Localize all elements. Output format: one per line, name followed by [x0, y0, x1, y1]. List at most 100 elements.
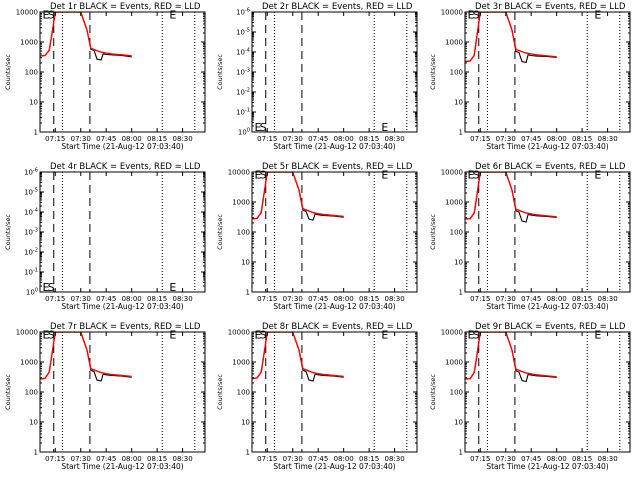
annotation-label: S	[48, 281, 55, 294]
y-tick-label: 100	[25, 69, 38, 77]
x-tick-label: 07:15	[470, 455, 490, 463]
plot-frame	[464, 331, 631, 453]
x-tick-label: 07:15	[45, 455, 65, 463]
x-tick-label: 08:15	[359, 295, 379, 303]
y-tick-label: 100	[26, 288, 38, 297]
series-group	[465, 172, 557, 223]
plot-frame	[464, 11, 631, 133]
y-tick-label: 1000	[445, 359, 463, 367]
annotation-label: E	[468, 328, 475, 341]
x-tick-label: 07:30	[496, 295, 516, 303]
x-tick-label: 07:30	[283, 135, 303, 143]
y-tick-label: 10-3	[24, 228, 38, 237]
x-tick-label: 08:15	[572, 295, 592, 303]
x-axis-label: Start Time (21-Aug-12 07:03:40)	[486, 462, 608, 471]
x-tick-label: 08:30	[172, 455, 192, 463]
lld-series-line	[252, 172, 344, 220]
annotation-label: E	[594, 168, 601, 181]
y-tick-label: 10-5	[24, 188, 38, 197]
y-tick-label: 10-6	[236, 8, 250, 17]
annotation-label: E	[594, 8, 601, 21]
series-group	[465, 332, 557, 383]
y-tick-label: 100	[450, 69, 463, 77]
panel-title: Det 4r BLACK = Events, RED = LLD	[50, 162, 201, 172]
plot-frame	[251, 331, 418, 453]
x-tick-label: 07:45	[96, 135, 116, 143]
y-tick-label: 1	[246, 289, 250, 297]
y-tick-label: 10-1	[236, 108, 250, 117]
annotation-label: E	[468, 168, 475, 181]
annotation-label: S	[48, 8, 55, 21]
x-tick-label: 07:30	[71, 455, 91, 463]
series-group	[252, 172, 344, 221]
annotation-label: E	[255, 121, 262, 134]
annotation-label: S	[260, 121, 267, 134]
annotation-label: E	[381, 328, 388, 341]
y-tick-label: 1	[459, 289, 463, 297]
x-tick-label: 07:30	[283, 455, 303, 463]
x-tick-label: 07:45	[96, 295, 116, 303]
y-tick-label: 100	[237, 389, 250, 397]
y-tick-label: 10	[241, 259, 250, 267]
x-tick-label: 07:30	[283, 295, 303, 303]
annotation-label: E	[381, 121, 388, 134]
x-tick-label: 08:15	[359, 455, 379, 463]
x-axis-label: Start Time (21-Aug-12 07:03:40)	[273, 302, 395, 311]
x-tick-label: 07:45	[521, 455, 541, 463]
x-tick-label: 07:15	[257, 295, 277, 303]
panel-title: Det 6r BLACK = Events, RED = LLD	[475, 162, 626, 172]
y-tick-label: 100	[450, 389, 463, 397]
annotation-label: E	[381, 168, 388, 181]
x-tick-label: 07:45	[308, 455, 328, 463]
y-axis-label: Counts/sec	[429, 54, 437, 90]
x-tick-label: 07:15	[470, 295, 490, 303]
x-tick-label: 08:30	[384, 135, 404, 143]
annotation-label: S	[473, 328, 480, 341]
y-tick-label: 10-1	[24, 268, 38, 277]
x-tick-label: 08:30	[172, 295, 192, 303]
annotation-label: E	[43, 8, 50, 21]
x-axis-label: Start Time (21-Aug-12 07:03:40)	[273, 462, 395, 471]
annotation-label: S	[260, 328, 267, 341]
x-tick-label: 07:45	[308, 295, 328, 303]
x-tick-label: 08:15	[359, 135, 379, 143]
annotation-label: S	[473, 168, 480, 181]
y-tick-label: 10-2	[24, 248, 38, 257]
x-axis-label: Start Time (21-Aug-12 07:03:40)	[61, 142, 183, 151]
x-tick-label: 08:15	[572, 135, 592, 143]
x-tick-label: 07:45	[521, 295, 541, 303]
y-axis-label: Counts/sec	[429, 374, 437, 410]
plot-frame	[251, 171, 418, 293]
annotation-label: S	[260, 168, 267, 181]
annotation-label: E	[43, 281, 50, 294]
x-tick-label: 08:00	[334, 295, 354, 303]
x-tick-label: 07:30	[496, 455, 516, 463]
y-tick-label: 1000	[20, 359, 38, 367]
annotation-label: S	[473, 8, 480, 21]
lld-series-line	[40, 332, 132, 380]
x-tick-label: 08:15	[147, 295, 167, 303]
x-tick-label: 08:30	[172, 135, 192, 143]
y-axis-label: Counts/sec	[429, 214, 437, 250]
y-tick-label: 1000	[20, 39, 38, 47]
x-tick-label: 07:45	[96, 455, 116, 463]
x-tick-label: 07:15	[257, 135, 277, 143]
annotation-label: E	[43, 328, 50, 341]
y-tick-label: 1	[246, 449, 250, 457]
plot-frame	[39, 331, 206, 453]
y-tick-label: 10000	[16, 9, 38, 17]
y-tick-label: 10	[241, 419, 250, 427]
panel-title: Det 3r BLACK = Events, RED = LLD	[475, 2, 626, 12]
y-tick-label: 10	[29, 419, 38, 427]
plot-frame	[464, 171, 631, 293]
x-tick-label: 08:00	[547, 455, 567, 463]
plot-frame	[251, 11, 418, 133]
panel-title: Det 9r BLACK = Events, RED = LLD	[475, 322, 626, 332]
lld-series-line	[465, 12, 557, 63]
x-tick-label: 08:00	[547, 295, 567, 303]
y-tick-label: 100	[450, 229, 463, 237]
y-tick-label: 10000	[228, 169, 250, 177]
